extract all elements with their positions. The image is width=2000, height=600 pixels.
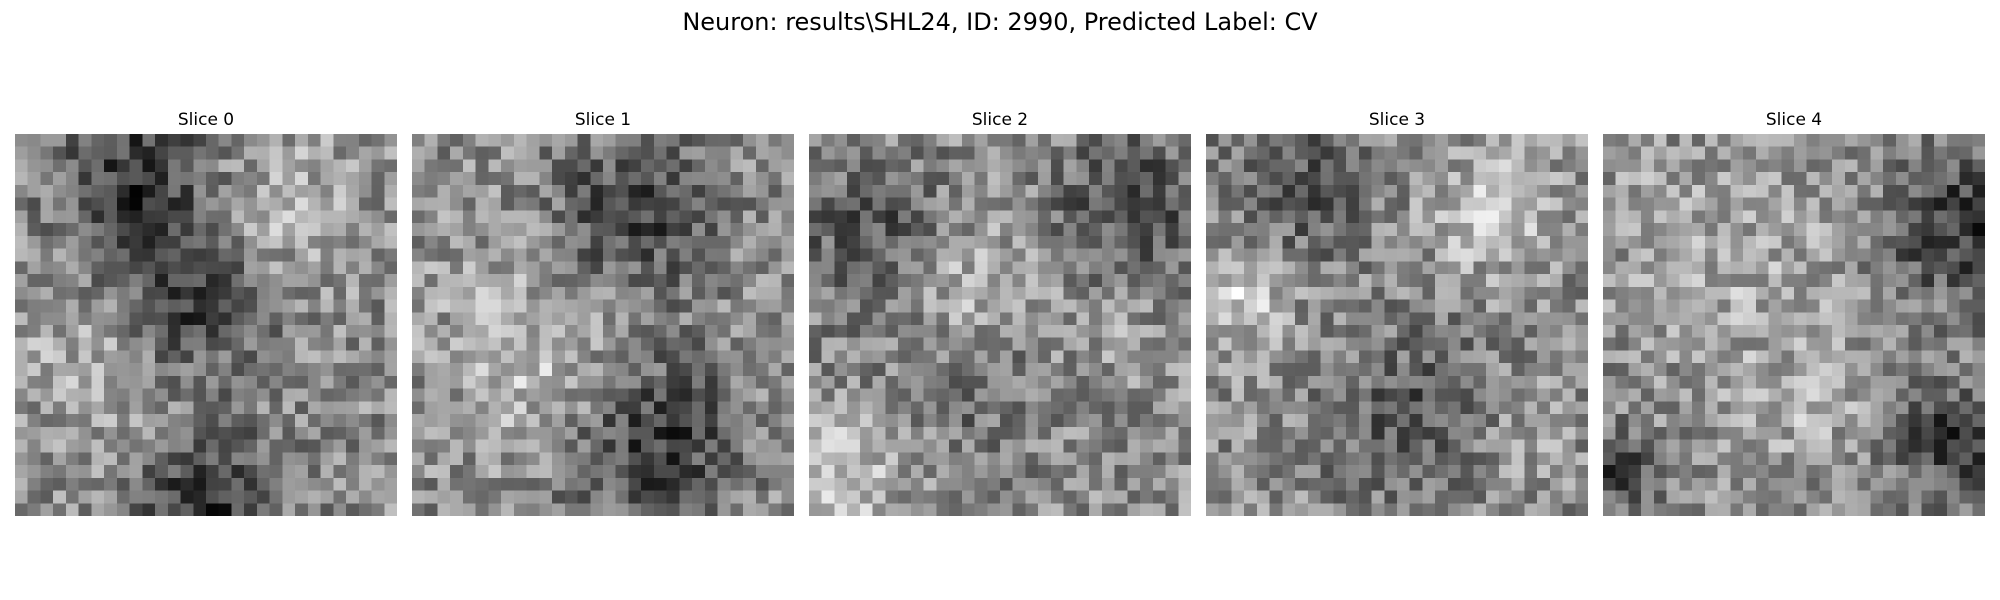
slice-panel-1: Slice 1	[412, 108, 794, 528]
slice-panels: Slice 0 Slice 1 Slice 2 Slice 3 Slice 4	[15, 108, 1985, 528]
slice-title-0: Slice 0	[177, 110, 235, 130]
slice-panel-2: Slice 2	[809, 108, 1191, 528]
slice-panel-4: Slice 4	[1603, 108, 1985, 528]
figure-title: Neuron: results\SHL24, ID: 2990, Predict…	[682, 8, 1318, 36]
slice-title-4: Slice 4	[1765, 110, 1823, 130]
slice-panel-0: Slice 0	[15, 108, 397, 528]
slice-image-3	[1206, 134, 1588, 516]
slice-title-2: Slice 2	[971, 110, 1029, 130]
slice-title-3: Slice 3	[1368, 110, 1426, 130]
slice-image-4	[1603, 134, 1985, 516]
slice-image-0	[15, 134, 397, 516]
slice-title-1: Slice 1	[574, 110, 632, 130]
slice-image-2	[809, 134, 1191, 516]
slice-panel-3: Slice 3	[1206, 108, 1588, 528]
slice-image-1	[412, 134, 794, 516]
